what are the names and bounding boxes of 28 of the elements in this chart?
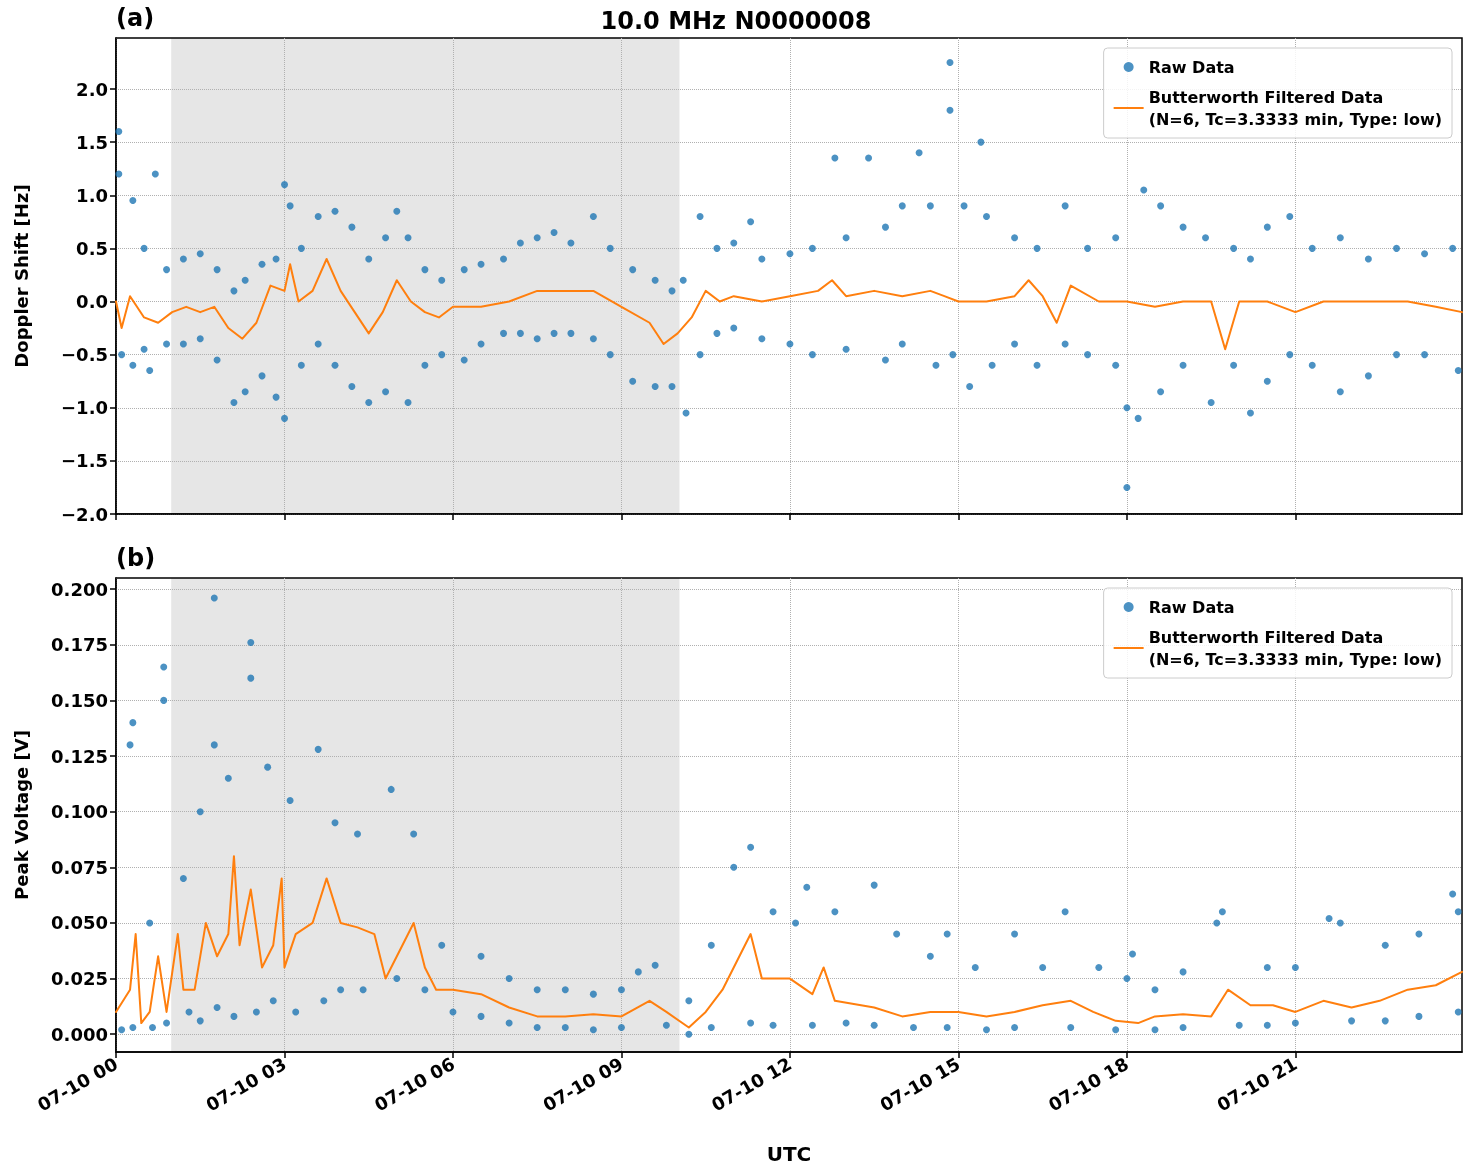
y-tick-label: 0.025 <box>51 968 108 990</box>
y-tick-label: −0.5 <box>61 344 108 366</box>
text: (a) <box>116 4 155 32</box>
x-axis-title: UTC <box>766 1142 812 1166</box>
y-tick-label: 0.0 <box>76 291 108 312</box>
y-axis-title: Peak Voltage [V] <box>10 730 32 900</box>
y-tick-label: 0.075 <box>51 856 108 878</box>
y-tick-label: −1.5 <box>61 450 108 472</box>
y-tick-label: 1.0 <box>76 184 108 206</box>
y-tick-label: 1.5 <box>76 131 108 153</box>
y-axis-title: Doppler Shift [Hz] <box>10 184 32 368</box>
y-tick-label: 0.175 <box>51 634 108 656</box>
y-tick-label: 0.100 <box>51 801 108 823</box>
legend-label: Butterworth Filtered Data (N=6, Tc=3.3333 min, Type: low) <box>1148 87 1443 129</box>
chart-title: 10.0 MHz N0000008 <box>600 7 872 35</box>
y-tick-label: 0.5 <box>76 237 108 259</box>
y-tick-label: 0.050 <box>51 912 108 934</box>
text: (b) <box>116 544 156 572</box>
y-tick-label: −2.0 <box>61 503 108 525</box>
y-tick-label: 0.200 <box>51 578 108 600</box>
y-tick-label: 0.125 <box>51 745 108 767</box>
legend-label: Raw Data <box>1148 597 1235 617</box>
legend-label: Raw Data <box>1148 57 1235 77</box>
y-tick-label: −1.0 <box>61 397 108 419</box>
legend-label: Butterworth Filtered Data (N=6, Tc=3.3333 min, Type: low) <box>1148 627 1443 669</box>
y-tick-label: 0.150 <box>51 689 108 711</box>
y-tick-label: 2.0 <box>76 78 108 100</box>
y-tick-label: 0.000 <box>51 1023 108 1045</box>
